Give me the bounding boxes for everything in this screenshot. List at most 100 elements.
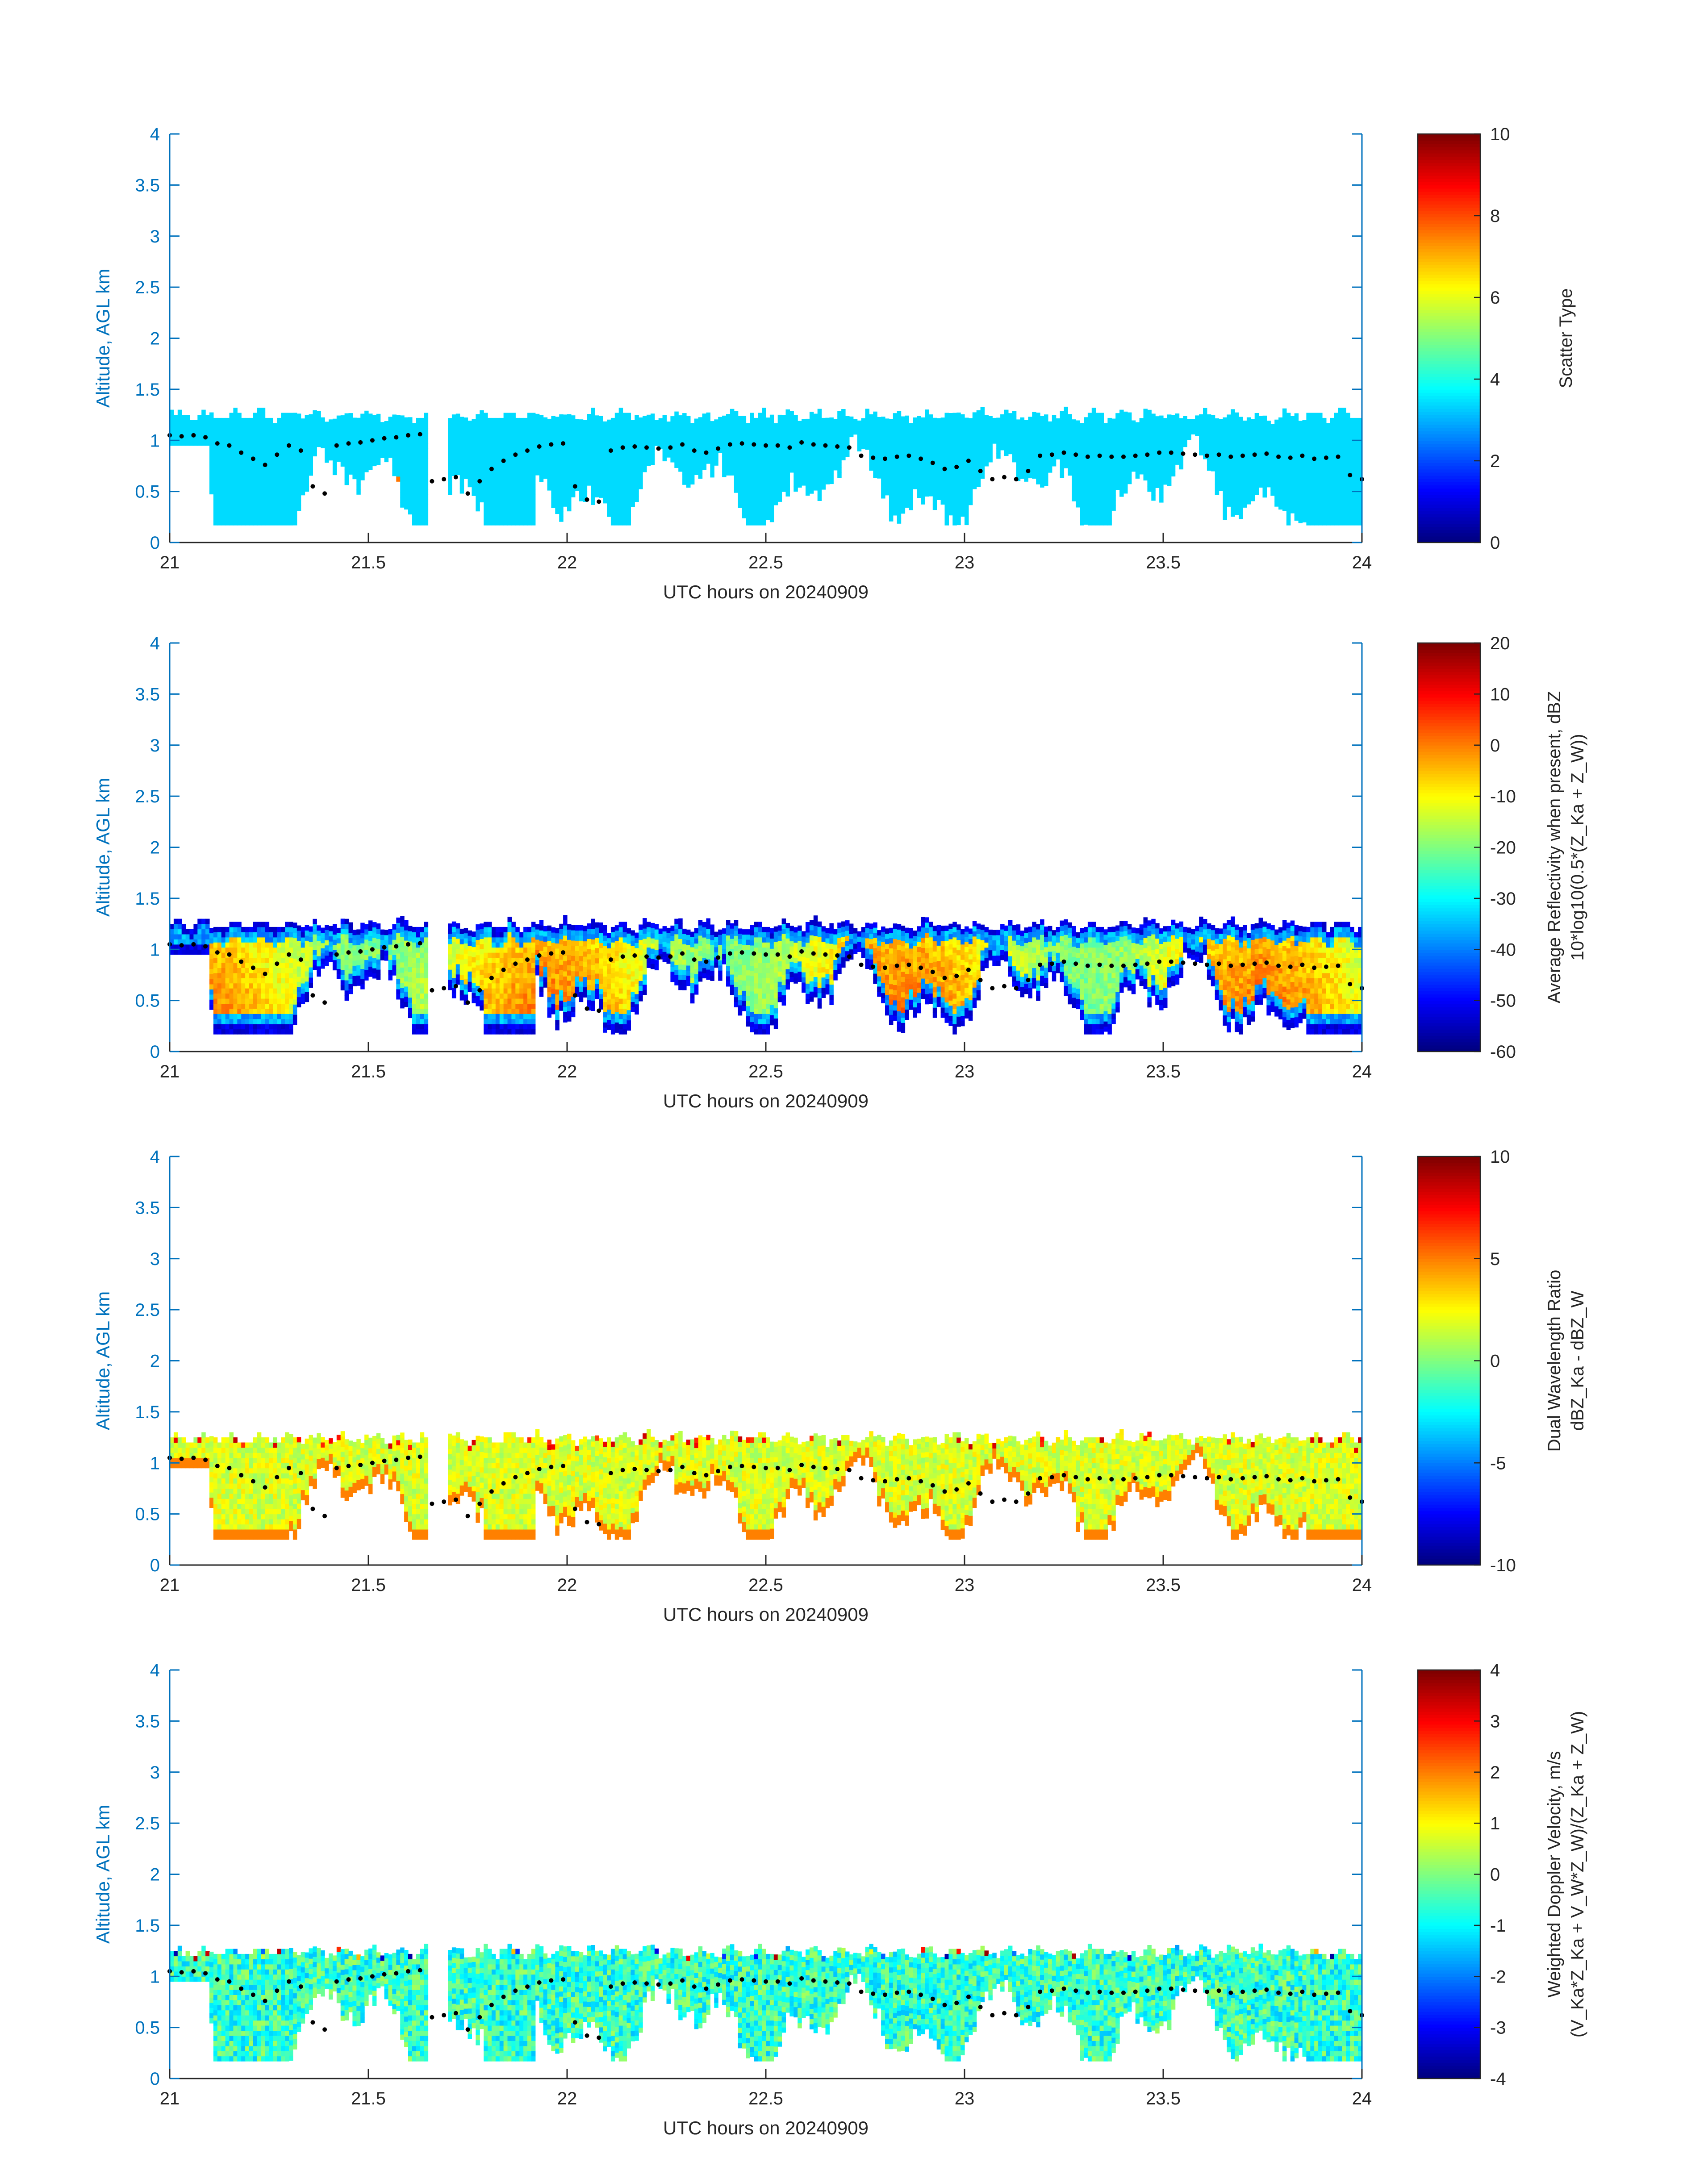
heatmap-cell [1155, 426, 1160, 432]
heatmap-cell [889, 485, 894, 491]
heatmap-cell [889, 450, 894, 455]
heatmap-cell [511, 418, 516, 423]
heatmap-cell [1171, 420, 1176, 426]
heatmap-cell [746, 433, 751, 438]
heatmap-cell [392, 420, 397, 425]
heatmap-cell [424, 469, 429, 474]
heatmap-cell [345, 469, 349, 475]
heatmap-cell [372, 456, 377, 461]
heatmap-cell [1354, 428, 1358, 434]
heatmap-cell [1303, 446, 1307, 451]
heatmap-cell [1020, 458, 1025, 463]
heatmap-cell [1008, 423, 1013, 429]
heatmap-cell [1282, 449, 1287, 455]
heatmap-cell [1295, 418, 1299, 424]
heatmap-cell [1330, 479, 1335, 484]
heatmap-cell [1163, 454, 1168, 459]
heatmap-cell [249, 418, 254, 423]
heatmap-cell [969, 434, 973, 439]
heatmap-cell [226, 479, 230, 484]
heatmap-cell [480, 467, 484, 472]
heatmap-cell [1012, 442, 1017, 447]
heatmap-cell [1068, 434, 1072, 440]
cloud-base-point [1264, 451, 1269, 456]
heatmap-cell [615, 495, 619, 500]
heatmap-cell [933, 443, 937, 449]
heatmap-cell [273, 474, 277, 480]
heatmap-cell [496, 495, 500, 500]
colorbar-segment [1418, 214, 1480, 217]
heatmap-cell [1111, 490, 1116, 496]
heatmap-cell [814, 419, 818, 424]
heatmap-cell [977, 446, 981, 451]
heatmap-cell [1278, 479, 1283, 484]
heatmap-cell [257, 484, 262, 490]
heatmap-cell [1107, 505, 1112, 510]
heatmap-cell [714, 460, 718, 466]
heatmap-cell [766, 433, 770, 438]
heatmap-cell [1350, 423, 1354, 428]
heatmap-cell [531, 484, 536, 490]
cloud-base-point [632, 444, 637, 449]
heatmap-cell [822, 438, 826, 444]
heatmap-cell [1072, 491, 1076, 496]
heatmap-cell [663, 451, 667, 456]
heatmap-cell [1239, 417, 1243, 422]
heatmap-cell [583, 451, 588, 456]
heatmap-cell [1163, 438, 1168, 444]
heatmap-cell [1231, 496, 1235, 501]
heatmap-cell [694, 424, 699, 429]
heatmap-cell [929, 450, 933, 455]
heatmap-cell [603, 478, 607, 483]
heatmap-cell [1219, 480, 1224, 486]
heatmap-cell [722, 441, 727, 447]
heatmap-cell [1159, 497, 1164, 503]
heatmap-cell [321, 428, 325, 433]
cloud-base-point [1253, 452, 1257, 457]
heatmap-cell [921, 422, 925, 428]
heatmap-cell [734, 431, 739, 437]
heatmap-cell [305, 425, 309, 430]
heatmap-cell [818, 470, 822, 476]
heatmap-cell [186, 934, 190, 939]
heatmap-cell [527, 443, 532, 449]
heatmap-cell [766, 428, 770, 433]
heatmap-cell [1290, 442, 1295, 447]
heatmap-cell [758, 495, 762, 500]
heatmap-cell [973, 412, 977, 417]
heatmap-cell [774, 474, 778, 480]
heatmap-cell [349, 459, 353, 464]
heatmap-cell [631, 492, 635, 497]
heatmap-cell [1080, 423, 1084, 428]
heatmap-cell [670, 416, 675, 422]
heatmap-cell [969, 489, 973, 495]
heatmap-cell [793, 446, 798, 451]
heatmap-cell [1144, 460, 1148, 465]
heatmap-cell [1155, 457, 1160, 463]
cloud-base-point [1109, 455, 1114, 459]
heatmap-cell [1354, 459, 1358, 464]
heatmap-cell [480, 415, 484, 421]
heatmap-cell [1167, 460, 1172, 466]
heatmap-cell [965, 423, 969, 428]
heatmap-cell [1286, 469, 1291, 474]
heatmap-cell [341, 461, 345, 467]
heatmap-cell [1251, 496, 1255, 501]
cloud-base-point [263, 463, 267, 467]
heatmap-cell [1167, 445, 1172, 451]
heatmap-cell [420, 454, 425, 459]
heatmap-cell [249, 433, 254, 438]
heatmap-cell [484, 515, 488, 520]
heatmap-cell [1024, 435, 1029, 441]
heatmap-cell [515, 484, 520, 490]
heatmap-cell [1334, 489, 1339, 495]
colorbar-segment [1418, 425, 1480, 428]
heatmap-cell [682, 459, 687, 464]
heatmap-cell [1207, 414, 1211, 420]
heatmap-cell [905, 436, 910, 441]
heatmap-cell [1000, 435, 1005, 440]
heatmap-cell [1334, 495, 1339, 500]
heatmap-cell [583, 420, 588, 425]
heatmap-cell [519, 449, 524, 454]
heatmap-cell [289, 495, 293, 500]
